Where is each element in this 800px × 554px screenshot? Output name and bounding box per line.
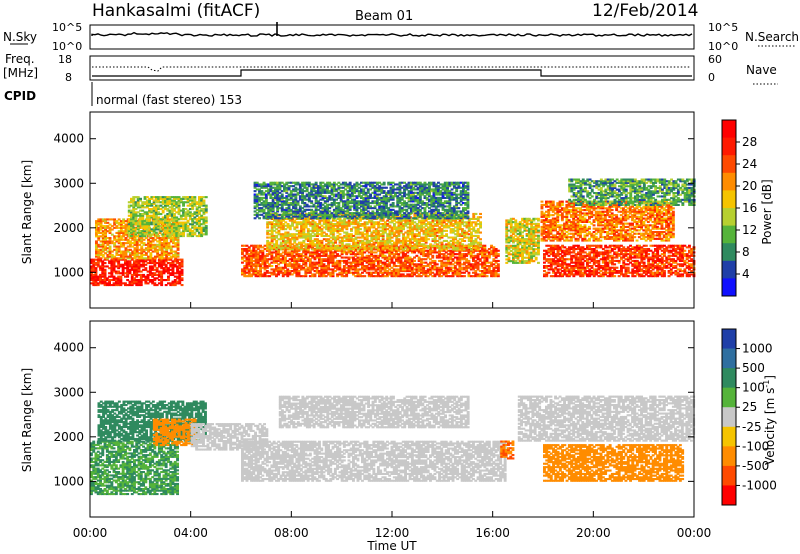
scatter-cell (144, 267, 147, 269)
beam-label: Beam 01 (355, 9, 413, 24)
freq-line (92, 70, 692, 76)
freq-right-tick-bottom: 0 (708, 71, 715, 84)
noise-right-tick-bottom: 10^0 (708, 40, 738, 53)
scatter-cell (157, 235, 160, 237)
scatter-cell (104, 269, 107, 271)
scatter-cell (181, 284, 184, 286)
scatter-cell (130, 235, 133, 237)
freq-label-line1: Freq. (5, 52, 35, 66)
noise-left-label: N.Sky (3, 30, 37, 44)
station-title: Hankasalmi (fitACF) (92, 1, 260, 21)
noise-right-tick-top: 10^5 (708, 21, 738, 34)
noise-sky-line (92, 33, 692, 37)
scatter-cell (177, 252, 180, 254)
noise-left-tick-top: 10^5 (52, 21, 82, 34)
power-scatter-data (90, 179, 696, 287)
cpid-text: normal (fast stereo) 153 (96, 93, 242, 107)
freq-left-tick-bottom: 8 (65, 71, 72, 84)
freq-label-line2: [MHz] (3, 66, 38, 80)
scatter-cell (181, 277, 184, 279)
nave-label: Nave (746, 63, 777, 77)
noise-panel-frame (90, 25, 694, 49)
scatter-cell (109, 237, 112, 239)
date-label: 12/Feb/2014 (592, 1, 698, 21)
scatter-cell (139, 198, 142, 200)
freq-right-tick-top: 60 (708, 53, 722, 66)
scatter-cell (181, 259, 184, 261)
scatter-cell (104, 262, 107, 264)
cpid-label: CPID (4, 89, 36, 103)
noise-right-label: N.Search (745, 30, 799, 44)
scatter-cell (155, 232, 158, 234)
plot-canvas: Hankasalmi (fitACF) Beam 01 12/Feb/2014 … (0, 0, 800, 554)
scatter-cell (181, 269, 184, 271)
scatter-cell (109, 246, 112, 248)
noise-left-tick-bottom: 10^0 (52, 40, 82, 53)
freq-left-tick-top: 18 (58, 53, 72, 66)
